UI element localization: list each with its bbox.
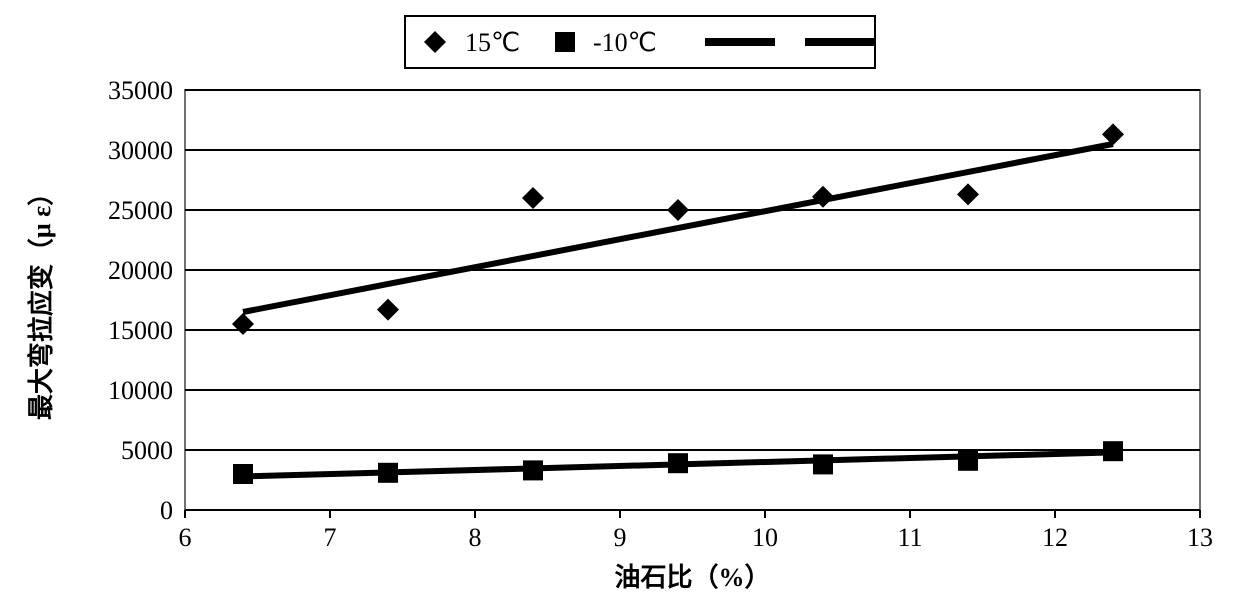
- y-tick-label: 20000: [108, 256, 173, 285]
- square-marker: [668, 453, 688, 473]
- plot-area: [185, 90, 1200, 510]
- y-tick-label: 35000: [108, 76, 173, 105]
- y-tick-label: 30000: [108, 136, 173, 165]
- x-tick-label: 8: [469, 523, 482, 552]
- x-axis-label: 油石比（%）: [614, 563, 770, 592]
- diamond-marker: [1102, 123, 1124, 145]
- square-marker: [813, 454, 833, 474]
- legend-label-15c: 15℃: [465, 28, 520, 57]
- trend-line-15C: [243, 144, 1113, 312]
- strain-vs-ratio-chart: 0 5000 10000 15000 20000 25000 30000 35000 6 7 8 9 1…: [10, 10, 1230, 597]
- x-tick-label: 12: [1042, 523, 1068, 552]
- y-tick-label: 25000: [108, 196, 173, 225]
- diamond-marker: [667, 199, 689, 221]
- diamond-marker: [957, 183, 979, 205]
- y-axis-label: 最大弯拉应变（μ ε）: [26, 180, 56, 420]
- square-marker: [555, 32, 575, 52]
- square-marker: [233, 464, 253, 484]
- diamond-marker: [232, 313, 254, 335]
- y-tick-label: 0: [160, 496, 173, 525]
- square-marker: [958, 451, 978, 471]
- x-tick-label: 11: [897, 523, 922, 552]
- chart-svg: 0 5000 10000 15000 20000 25000 30000 35000 6 7 8 9 1…: [10, 10, 1230, 597]
- x-tick-label: 7: [324, 523, 337, 552]
- legend-label-neg10c: -10℃: [593, 28, 657, 57]
- y-tick-label: 10000: [108, 376, 173, 405]
- diamond-marker: [377, 299, 399, 321]
- square-marker: [1103, 441, 1123, 461]
- y-tick-label: 5000: [121, 436, 173, 465]
- y-tick-label: 15000: [108, 316, 173, 345]
- diamond-marker: [522, 187, 544, 209]
- x-tick-label: 13: [1187, 523, 1213, 552]
- x-tick-label: 6: [179, 523, 192, 552]
- x-tick-label: 9: [614, 523, 627, 552]
- square-marker: [378, 463, 398, 483]
- square-marker: [523, 460, 543, 480]
- x-tick-label: 10: [752, 523, 778, 552]
